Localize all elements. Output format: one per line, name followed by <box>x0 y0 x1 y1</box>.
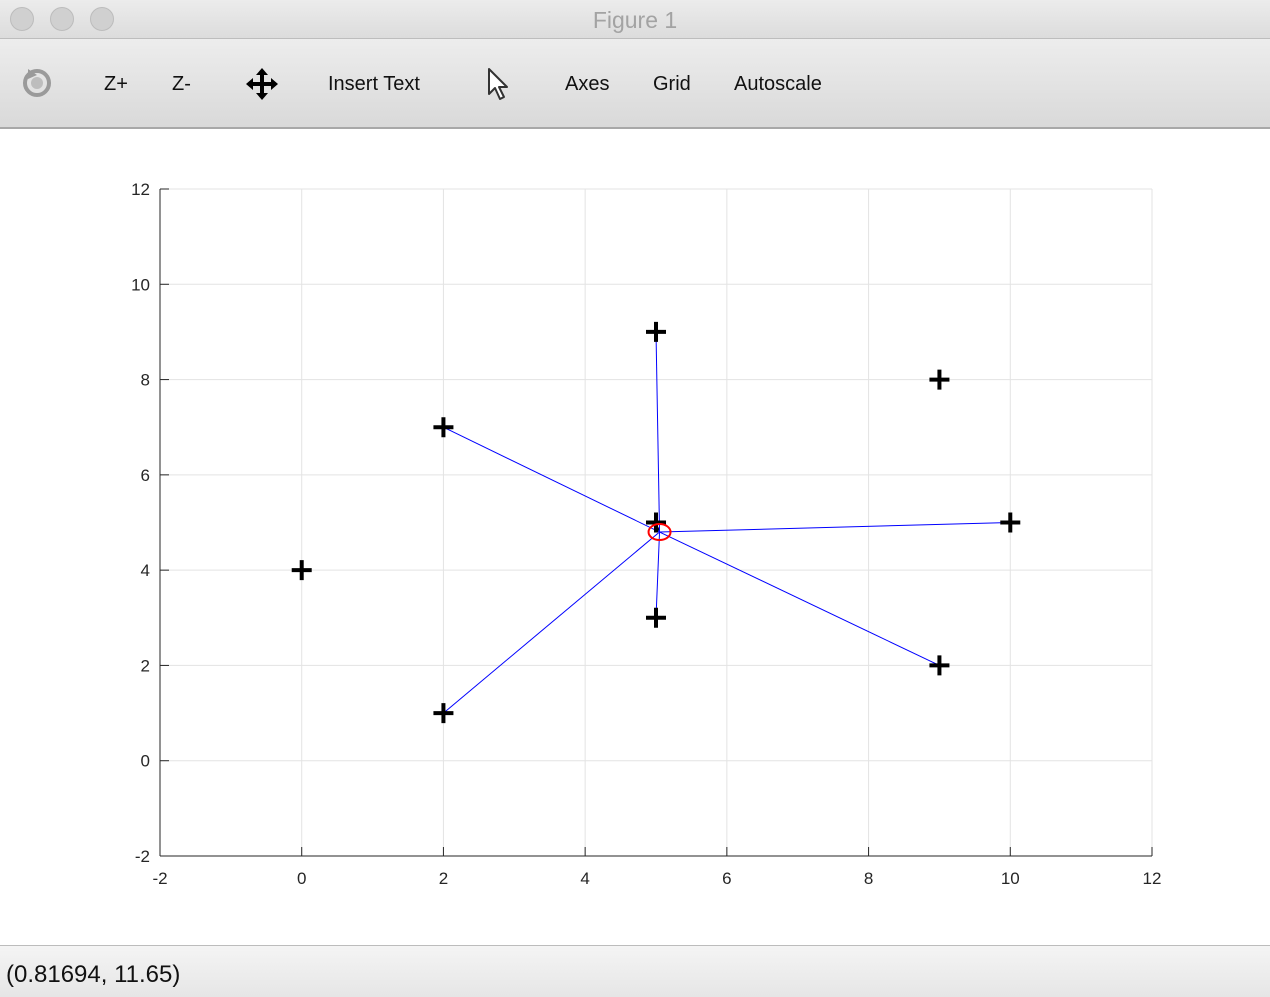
rotate-icon[interactable] <box>20 65 54 104</box>
zoom-in-button[interactable]: Z+ <box>104 73 128 95</box>
y-tick-label: -2 <box>135 847 150 866</box>
y-tick-label: 10 <box>131 275 150 294</box>
toolbar: Z+ Z- Insert Text Axes Grid Autoscale <box>0 39 1270 129</box>
zoom-out-button[interactable]: Z- <box>172 73 191 95</box>
y-tick-label: 0 <box>141 752 150 771</box>
plot-canvas[interactable]: -2 0 2 4 6 8 10 12 -2 0 2 4 6 8 10 12 <box>0 129 1270 945</box>
scatter-plot[interactable]: -2 0 2 4 6 8 10 12 -2 0 2 4 6 8 10 12 <box>0 129 1270 945</box>
data-point-marker <box>1000 512 1021 533</box>
y-tick-label: 8 <box>141 371 150 390</box>
connector-line <box>659 522 1011 533</box>
x-tick-label: 12 <box>1143 869 1162 888</box>
connector-line <box>443 531 660 714</box>
connector-line <box>655 532 661 618</box>
x-tick-label: 6 <box>722 869 731 888</box>
x-tick-label: 8 <box>864 869 873 888</box>
y-tick-label: 2 <box>141 656 150 675</box>
data-point-marker <box>291 560 312 581</box>
status-bar: (0.81694, 11.65) <box>0 945 1270 997</box>
x-tick-label: 4 <box>580 869 589 888</box>
window-title: Figure 1 <box>592 7 678 33</box>
data-point-marker <box>929 369 950 390</box>
data-point-marker <box>929 655 950 676</box>
data-point-marker <box>433 417 454 438</box>
y-tick-label: 6 <box>141 466 150 485</box>
center-dot <box>654 526 660 532</box>
x-tick-label: -2 <box>152 869 167 888</box>
data-point-marker <box>646 321 666 342</box>
close-window-button[interactable] <box>10 7 34 31</box>
axes-button[interactable]: Axes <box>565 73 610 95</box>
insert-text-button[interactable]: Insert Text <box>328 73 420 95</box>
connector-line <box>655 331 661 533</box>
cursor-coordinates: (0.81694, 11.65) <box>6 961 181 988</box>
connector-line <box>659 531 940 666</box>
center-marker <box>647 523 672 542</box>
title-bar: Figure 1 <box>0 0 1270 39</box>
grid-button[interactable]: Grid <box>653 73 691 95</box>
autoscale-button[interactable]: Autoscale <box>734 73 822 95</box>
x-tick-label: 2 <box>439 869 448 888</box>
pointer-arrow-icon[interactable] <box>486 66 510 107</box>
y-tick-label: 12 <box>131 180 150 199</box>
x-tick-label: 10 <box>1001 869 1020 888</box>
zoom-window-button[interactable] <box>90 7 114 31</box>
data-point-marker <box>433 703 454 724</box>
x-tick-label: 0 <box>297 869 306 888</box>
y-tick-label: 4 <box>141 561 150 580</box>
data-point-marker <box>646 607 666 628</box>
connector-line <box>443 426 660 533</box>
minimize-window-button[interactable] <box>50 7 74 31</box>
pan-arrows-icon[interactable] <box>244 66 280 107</box>
